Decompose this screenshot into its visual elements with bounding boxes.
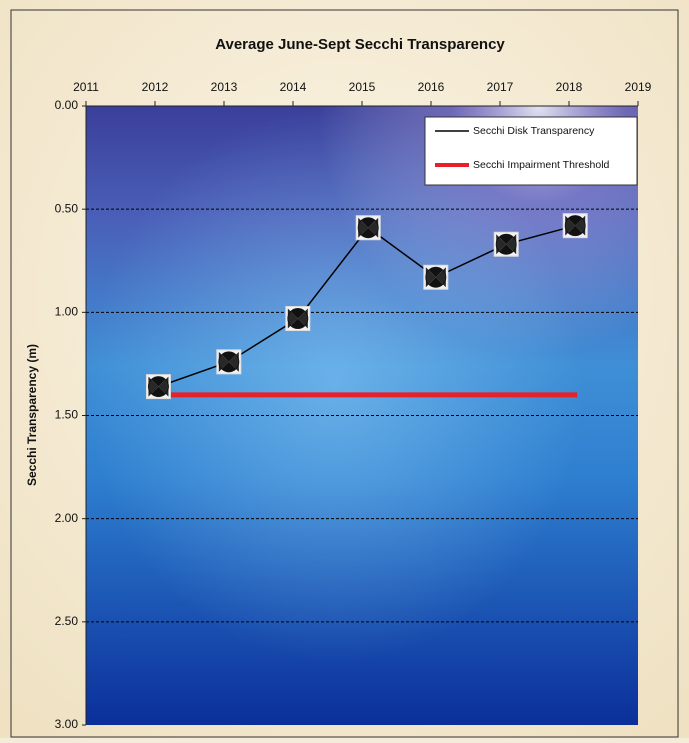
marker <box>423 264 449 290</box>
marker-quadrant <box>428 267 443 288</box>
marker <box>493 231 519 257</box>
chart-title: Average June-Sept Secchi Transparency <box>215 36 505 53</box>
y-tick-label: 1.00 <box>55 305 79 319</box>
y-tick-label: 3.00 <box>55 717 79 731</box>
y-axis-label: Secchi Transparency (m) <box>25 344 39 486</box>
x-tick-label: 2017 <box>487 80 514 94</box>
marker-quadrant <box>221 351 236 372</box>
marker <box>145 374 171 400</box>
marker-quadrant <box>148 376 169 397</box>
marker-quadrant <box>361 217 376 238</box>
y-tick-label: 2.00 <box>55 511 79 525</box>
legend-label: Secchi Disk Transparency <box>473 125 595 137</box>
marker-quadrant <box>499 234 514 255</box>
marker <box>355 215 381 241</box>
y-tick-label: 1.50 <box>55 408 79 422</box>
marker <box>216 349 242 375</box>
grid <box>86 208 638 623</box>
legend: Secchi Disk Transparency Secchi Impairmen… <box>424 116 638 186</box>
marker-quadrant <box>565 215 586 236</box>
marker-quadrant <box>425 267 446 288</box>
y-tick-label: 0.50 <box>55 201 79 215</box>
x-tick-label: 2016 <box>418 80 445 94</box>
x-tick-label: 2015 <box>349 80 376 94</box>
marker <box>285 306 311 332</box>
marker <box>562 213 588 239</box>
x-tick-label: 2012 <box>142 80 169 94</box>
marker-quadrant <box>496 234 517 255</box>
legend-box <box>424 116 638 186</box>
x-tick-label: 2019 <box>625 80 652 94</box>
legend-label: Secchi Impairment Threshold <box>473 159 610 171</box>
x-tick-label: 2011 <box>73 80 99 94</box>
x-tick-label: 2013 <box>211 80 238 94</box>
marker-quadrant <box>218 351 239 372</box>
marks <box>145 213 588 400</box>
y-tick-label: 0.00 <box>55 98 79 112</box>
axes: 0.00 0.50 1.00 1.50 2.00 2.50 3.00 2011 2012 2013… <box>55 80 652 731</box>
frame <box>10 9 679 738</box>
x-tick-label: 2014 <box>280 80 307 94</box>
marker-quadrant <box>358 217 379 238</box>
x-tick-label: 2018 <box>556 80 583 94</box>
y-tick-label: 2.50 <box>55 614 79 628</box>
marker-quadrant <box>287 308 308 329</box>
